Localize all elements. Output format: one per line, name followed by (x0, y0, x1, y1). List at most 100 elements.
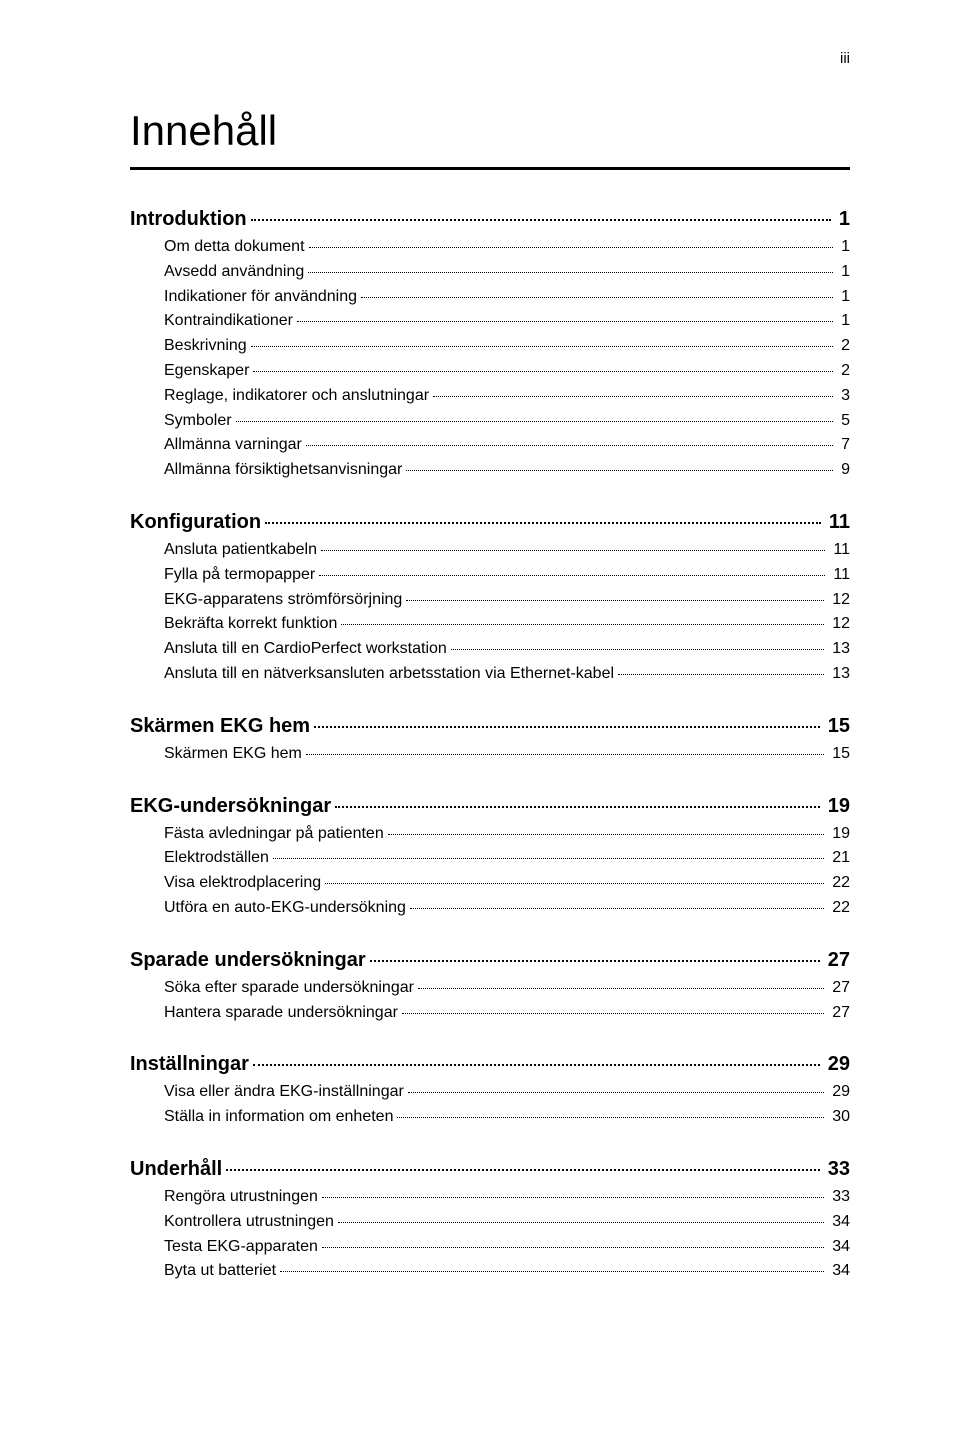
toc-section: Sparade undersökningar27Söka efter spara… (130, 945, 850, 1026)
toc-leader (338, 1222, 824, 1223)
toc-sub-page: 1 (837, 285, 850, 310)
toc-sub-title: Fylla på termopapper (130, 563, 315, 588)
toc-leader (325, 883, 824, 884)
toc-sub-row: Rengöra utrustningen33 (130, 1185, 850, 1210)
toc-leader (335, 806, 820, 808)
toc-leader (433, 396, 833, 397)
toc-sub-title: Testa EKG-apparaten (130, 1235, 318, 1260)
toc-sub-row: Byta ut batteriet34 (130, 1259, 850, 1284)
toc-sub-row: Fästa avledningar på patienten19 (130, 822, 850, 847)
toc-sub-row: EKG-apparatens strömförsörjning12 (130, 588, 850, 613)
toc-sub-page: 29 (828, 1080, 850, 1105)
toc-sub-title: Egenskaper (130, 359, 249, 384)
toc-sub-title: Kontraindikationer (130, 309, 293, 334)
toc-leader (306, 754, 824, 755)
toc-sub-title: Skärmen EKG hem (130, 742, 302, 767)
toc-leader (406, 600, 824, 601)
toc-sub-page: 9 (837, 458, 850, 483)
toc-sub-row: Ansluta till en CardioPerfect workstatio… (130, 637, 850, 662)
toc-leader (451, 649, 824, 650)
toc-section-row: Konfiguration11 (130, 507, 850, 538)
toc-sub-row: Skärmen EKG hem 15 (130, 742, 850, 767)
toc-section-page: 11 (825, 507, 850, 538)
toc-sub-title: Indikationer för användning (130, 285, 357, 310)
title-rule (130, 167, 850, 170)
toc-sub-row: Bekräfta korrekt funktion 12 (130, 612, 850, 637)
toc-sub-page: 22 (828, 896, 850, 921)
toc-sub-row: Fylla på termopapper 11 (130, 563, 850, 588)
toc-leader (410, 908, 824, 909)
toc-sub-page: 34 (828, 1210, 850, 1235)
toc-leader (253, 1064, 820, 1066)
toc-sub-row: Testa EKG-apparaten34 (130, 1235, 850, 1260)
toc-sub-row: Indikationer för användning 1 (130, 285, 850, 310)
toc-sub-page: 11 (829, 538, 850, 563)
toc-sub-page: 27 (828, 976, 850, 1001)
toc-leader (314, 726, 820, 728)
toc-sub-row: Egenskaper2 (130, 359, 850, 384)
toc-leader (309, 247, 834, 248)
toc-sub-row: Kontraindikationer 1 (130, 309, 850, 334)
toc-section-title: Inställningar (130, 1049, 249, 1080)
toc-sub-title: Fästa avledningar på patienten (130, 822, 384, 847)
toc-sub-title: Utföra en auto-EKG-undersökning (130, 896, 406, 921)
toc-leader (308, 272, 833, 273)
toc-sub-title: Avsedd användning (130, 260, 304, 285)
toc-sub-page: 3 (837, 384, 850, 409)
toc-leader (322, 1247, 824, 1248)
toc-sub-row: Utföra en auto-EKG-undersökning 22 (130, 896, 850, 921)
toc-leader (226, 1169, 820, 1171)
toc-sub-page: 5 (837, 409, 850, 434)
toc-leader (280, 1271, 824, 1272)
toc-leader (402, 1013, 824, 1014)
toc-sub-row: Visa elektrodplacering22 (130, 871, 850, 896)
page-number: iii (130, 50, 850, 67)
toc-leader (297, 321, 833, 322)
toc-sub-row: Allmänna varningar 7 (130, 433, 850, 458)
document-title: Innehåll (130, 107, 850, 155)
toc-sub-title: Allmänna varningar (130, 433, 302, 458)
toc-leader (273, 858, 824, 859)
toc-sub-page: 11 (829, 563, 850, 588)
toc-leader (265, 522, 821, 524)
toc-sub-page: 1 (837, 309, 850, 334)
toc-sub-page: 12 (828, 612, 850, 637)
toc-leader (236, 421, 834, 422)
toc-leader (341, 624, 824, 625)
toc-section-page: 33 (824, 1154, 850, 1185)
toc-sub-title: Allmänna försiktighetsanvisningar (130, 458, 402, 483)
toc-section-row: Sparade undersökningar27 (130, 945, 850, 976)
toc-section: Skärmen EKG hem 15Skärmen EKG hem 15 (130, 711, 850, 767)
toc-sub-row: Kontrollera utrustningen34 (130, 1210, 850, 1235)
toc-sub-row: Reglage, indikatorer och anslutningar3 (130, 384, 850, 409)
toc-leader (397, 1117, 824, 1118)
toc-sub-row: Elektrodställen21 (130, 846, 850, 871)
toc-leader (253, 371, 833, 372)
toc-leader (319, 575, 825, 576)
toc-sub-page: 27 (828, 1001, 850, 1026)
toc-sub-title: Ansluta till en CardioPerfect workstatio… (130, 637, 447, 662)
toc-sub-row: Symboler5 (130, 409, 850, 434)
toc-leader (251, 346, 833, 347)
toc-sub-title: Rengöra utrustningen (130, 1185, 318, 1210)
toc-sub-row: Ställa in information om enheten30 (130, 1105, 850, 1130)
toc-section-row: Introduktion1 (130, 204, 850, 235)
toc-leader (408, 1092, 824, 1093)
toc-sub-row: Ansluta patientkabeln11 (130, 538, 850, 563)
toc-sub-row: Avsedd användning 1 (130, 260, 850, 285)
toc-section-page: 15 (824, 711, 850, 742)
toc-sub-title: Ansluta till en nätverksansluten arbetss… (130, 662, 614, 687)
toc-sub-page: 30 (828, 1105, 850, 1130)
toc-sub-page: 15 (828, 742, 850, 767)
toc-sub-title: Visa elektrodplacering (130, 871, 321, 896)
toc-sub-title: Bekräfta korrekt funktion (130, 612, 337, 637)
toc-section: EKG-undersökningar19Fästa avledningar på… (130, 791, 850, 921)
toc-leader (388, 834, 824, 835)
toc-leader (370, 960, 820, 962)
toc-sub-page: 1 (837, 260, 850, 285)
toc-section-page: 1 (835, 204, 850, 235)
toc-leader (251, 219, 831, 221)
toc-sub-page: 7 (837, 433, 850, 458)
toc-section-page: 29 (824, 1049, 850, 1080)
toc-section-title: Sparade undersökningar (130, 945, 366, 976)
